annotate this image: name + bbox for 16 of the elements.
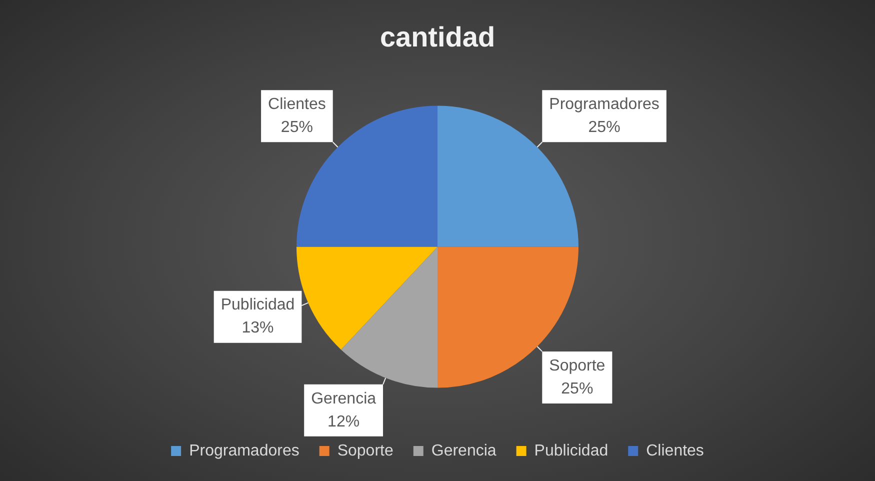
legend-label: Clientes xyxy=(646,442,704,460)
data-label: 25% xyxy=(280,119,313,136)
slice-label: Programadores xyxy=(549,96,660,114)
data-label: 12% xyxy=(328,413,360,430)
legend-label: Soporte xyxy=(337,442,394,460)
legend-label: Programadores xyxy=(189,442,300,460)
slice-label: Publicidad xyxy=(220,296,295,314)
slice-label: Soporte xyxy=(549,357,606,374)
data-label: 25% xyxy=(561,380,594,398)
data-label: 25% xyxy=(588,119,620,136)
slice-label: Gerencia xyxy=(311,390,376,408)
chart-title: cantidad xyxy=(380,22,496,53)
slice-label: Clientes xyxy=(268,96,326,114)
legend-label: Publicidad xyxy=(534,442,608,460)
legend-label: Gerencia xyxy=(431,442,496,460)
data-label: 13% xyxy=(242,320,274,337)
